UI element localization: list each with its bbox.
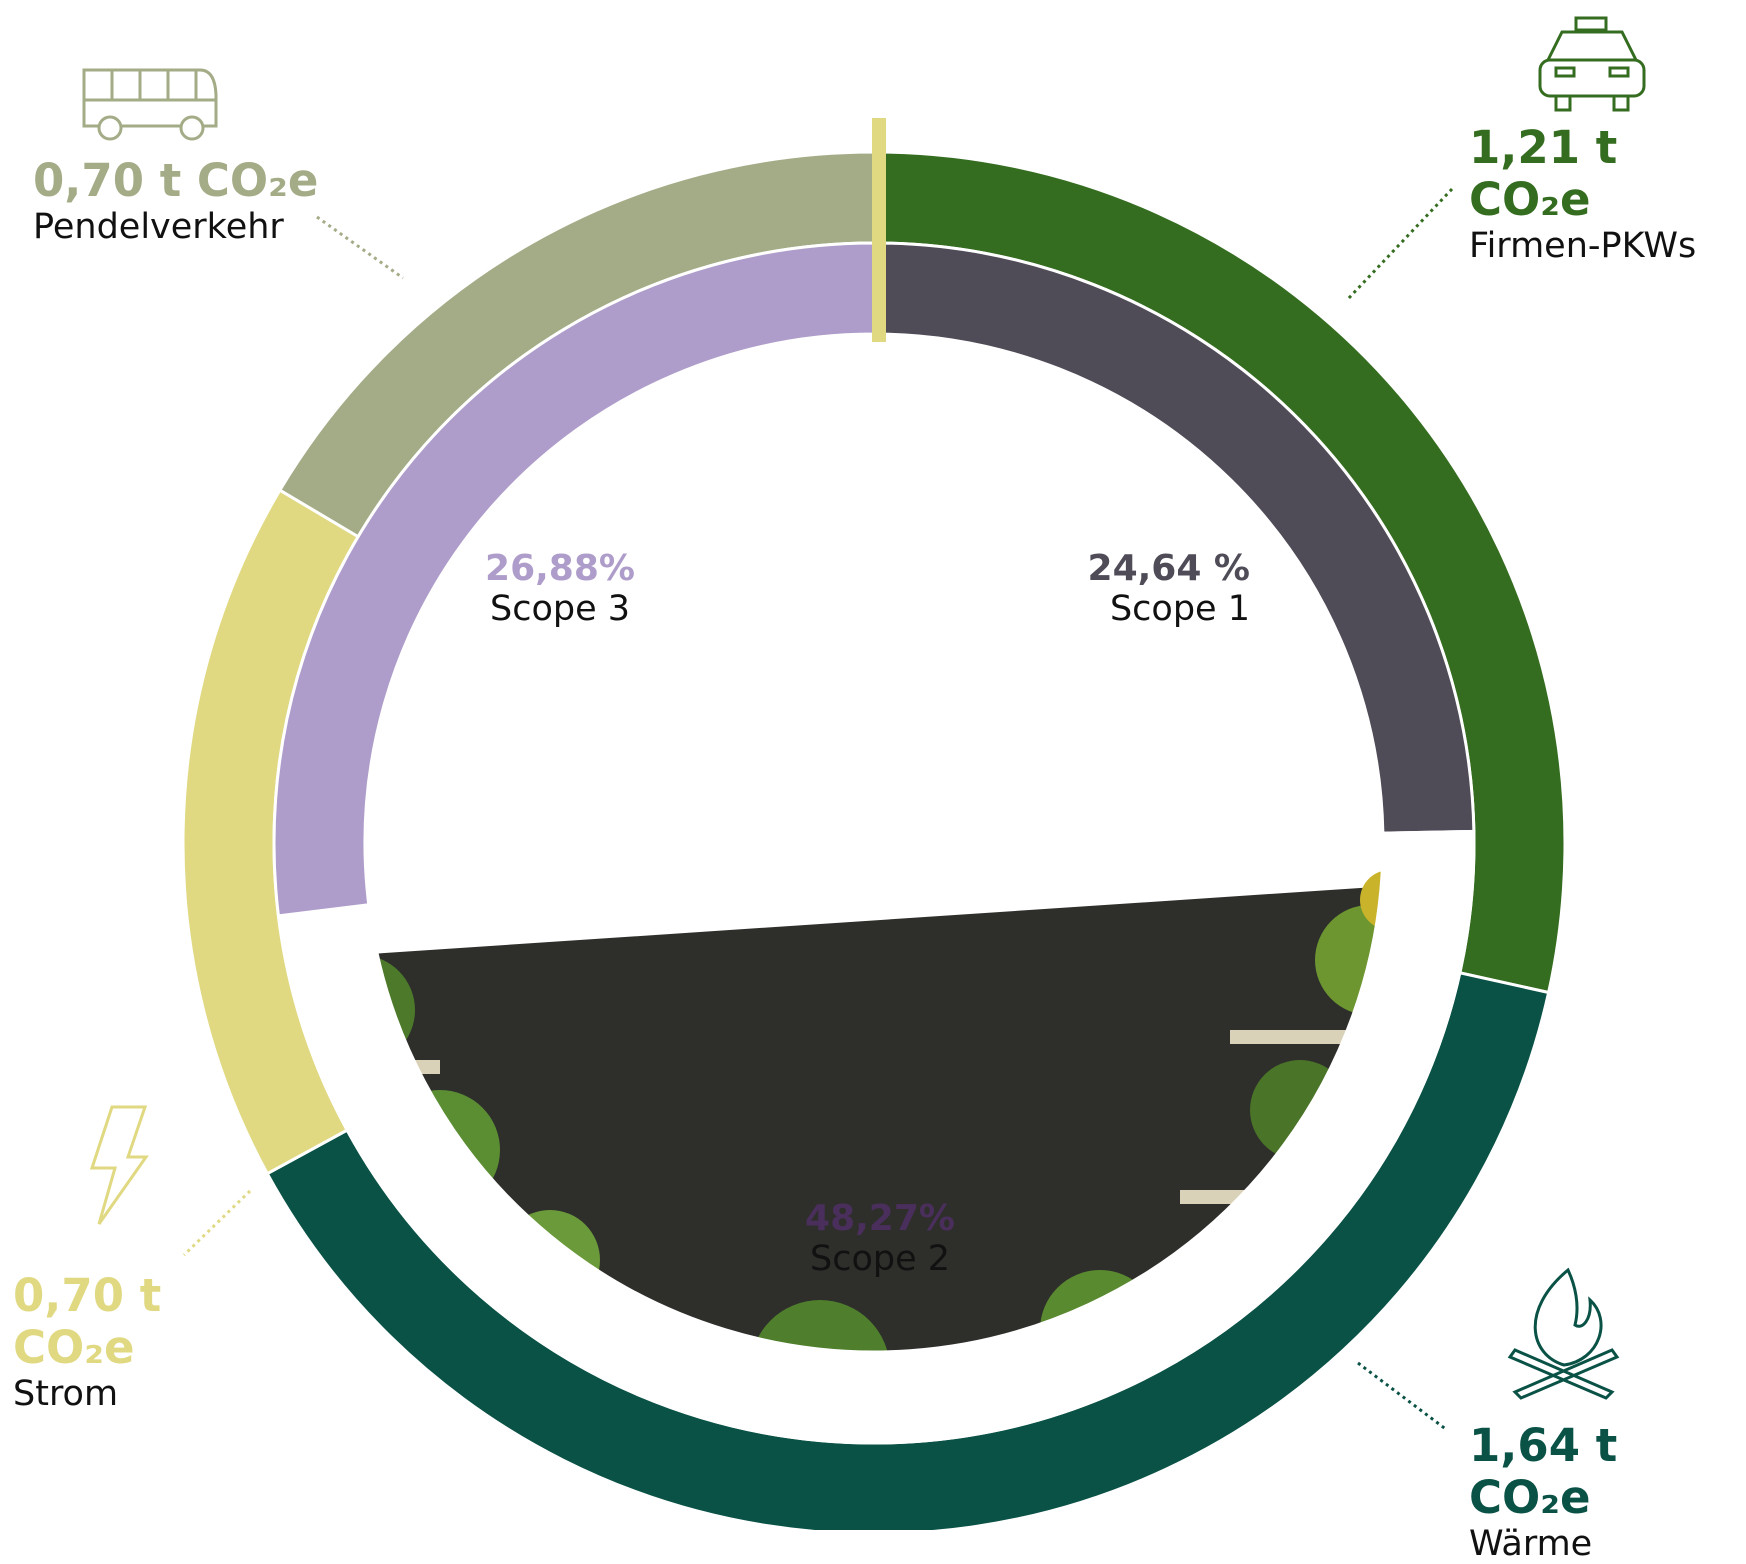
rings: [181, 150, 1567, 1530]
bolt-icon: [89, 1105, 149, 1225]
value-label: 0,70 t CO₂e: [33, 154, 319, 207]
category-label: Scope 3: [489, 589, 631, 630]
leaders: [316, 215, 404, 280]
page: 1,21 t CO₂e Firmen-PKWs 1,64 t CO₂e Wärme 0,…: [13, 16, 1746, 1564]
segment-label: 48,27% Scope 2: [760, 1198, 1000, 1280]
segment-label: 26,88% Scope 3: [460, 548, 660, 630]
segment-label: 0,70 t CO₂e Strom: [13, 1270, 163, 1414]
car-icon: [1538, 16, 1646, 112]
start-marker: [872, 118, 886, 342]
leader-line: [182, 1189, 252, 1257]
value-label: 26,88%: [485, 548, 635, 589]
wedge: [276, 829, 1476, 1445]
segment-label: 0,70 t CO₂e Pendelverkehr: [33, 155, 318, 247]
category-label: Strom: [13, 1373, 119, 1414]
value-label: 1,21 t CO₂e: [1469, 121, 1618, 226]
segment-label: 24,64 % Scope 1: [1080, 548, 1250, 630]
value-label: 0,70 t CO₂e: [13, 1269, 162, 1374]
category-label: Scope 1: [1109, 589, 1250, 630]
value-label: 1,64 t CO₂e: [1469, 1419, 1618, 1524]
bus-icon: [82, 68, 218, 141]
segment-label: 1,64 t CO₂e Wärme: [1469, 1420, 1746, 1564]
category-label: Pendelverkehr: [33, 206, 284, 247]
center-cover: [365, 333, 1383, 905]
fire-icon: [1507, 1267, 1620, 1400]
leader-line: [316, 215, 404, 280]
category-label: Scope 2: [809, 1239, 951, 1280]
value-label: 48,27%: [805, 1198, 955, 1239]
leader-line: [1357, 1361, 1448, 1432]
leader-line: [1345, 187, 1454, 302]
value-label: 24,64 %: [1087, 548, 1250, 589]
donut-chart: [82, 16, 1646, 1530]
category-label: Firmen-PKWs: [1469, 225, 1697, 266]
segment-label: 1,21 t CO₂e Firmen-PKWs: [1469, 122, 1746, 266]
